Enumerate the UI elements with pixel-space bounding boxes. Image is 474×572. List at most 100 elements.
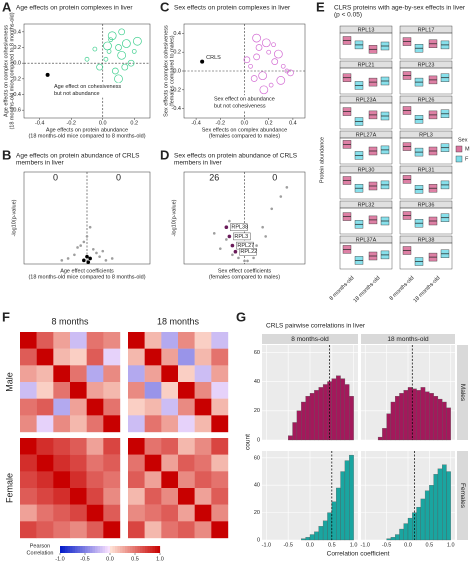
heat-cell <box>128 488 145 505</box>
label-box <box>239 248 257 256</box>
heat-cell <box>194 438 212 455</box>
x-tick-label: -0.5 <box>382 542 391 548</box>
point <box>228 219 231 223</box>
y-tick-label: 20 <box>254 408 260 414</box>
heat-cell <box>86 415 104 433</box>
heat-cell <box>70 382 87 399</box>
heat-cell <box>103 521 121 539</box>
y-tick-label: 0 <box>257 537 260 543</box>
bar <box>336 375 341 441</box>
y-axis-label: (18 months-old mice compared to 8 months… <box>9 12 15 129</box>
y-tick-label: 60 <box>254 455 260 461</box>
heat-cell <box>128 365 145 383</box>
highlight-point <box>45 72 50 77</box>
x-tick-label: 0.0 <box>241 120 249 126</box>
column-title: 8 months <box>51 316 89 326</box>
heat-cell <box>144 348 162 366</box>
colorbar-cell <box>147 546 151 553</box>
colorbar-cell <box>80 546 83 553</box>
point <box>287 69 294 77</box>
bar <box>340 471 346 541</box>
bar <box>395 396 400 441</box>
point <box>121 63 129 71</box>
heat-cell <box>53 398 71 416</box>
count-label: 0 <box>53 172 58 182</box>
x-axis-label: Sex effect coefficients <box>218 268 272 274</box>
bar <box>377 436 383 441</box>
colorbar-cell <box>145 546 148 553</box>
heat-cell <box>53 332 71 349</box>
heat-cell <box>194 521 212 539</box>
heat-cell <box>86 382 104 399</box>
heat-cell <box>211 348 229 366</box>
chart-title: Sex effects on protein abundance of CRLS <box>174 153 298 160</box>
x-tick-label: 8 months-old <box>329 275 356 302</box>
point <box>79 244 82 247</box>
chart-title: Age effects on protein complexes in live… <box>16 5 133 12</box>
highlight-point <box>233 249 238 254</box>
heat-cell <box>86 504 104 522</box>
chart-title: Age effects on protein abundance of CRLS <box>16 153 140 160</box>
plot-frame <box>399 172 453 200</box>
strip-label: RPL17 <box>418 27 435 33</box>
strip-label: RPL37A <box>356 237 377 243</box>
heat-cell <box>161 332 179 349</box>
point <box>268 82 274 88</box>
point <box>85 235 89 238</box>
plot-frame <box>339 207 393 235</box>
point <box>253 53 260 61</box>
highlight-point <box>88 256 92 261</box>
legend-label: F <box>465 156 469 162</box>
colorbar-cell <box>150 546 153 553</box>
bar <box>446 407 451 441</box>
bar <box>322 520 328 541</box>
heat-cell <box>128 382 145 399</box>
y-tick-label: 0.2 <box>13 45 21 51</box>
bar <box>309 534 315 541</box>
point <box>92 247 95 251</box>
point <box>103 41 112 51</box>
strip-label: RPL23A <box>356 97 377 103</box>
x-tick-label: -0.4 <box>191 120 200 126</box>
point <box>252 33 261 43</box>
y-axis-label: -log10(p-value) <box>171 199 177 236</box>
strip-label: Males <box>459 384 466 402</box>
heat-cell <box>86 438 104 455</box>
heat-cell <box>128 521 145 539</box>
heat-cell <box>211 332 229 349</box>
heat-cell <box>53 348 71 366</box>
bar <box>331 378 337 441</box>
heat-cell <box>53 382 71 399</box>
bar <box>395 534 400 541</box>
heat-cell <box>70 521 87 539</box>
colorbar-cell <box>120 546 123 553</box>
x-axis-label: Correlation coefficient <box>327 551 390 558</box>
y-tick-label: 0.0 <box>13 61 21 67</box>
heat-cell <box>70 471 87 489</box>
bar <box>322 384 328 441</box>
heat-cell <box>20 365 37 383</box>
bar <box>292 422 298 441</box>
point <box>252 256 255 260</box>
colorbar-cell <box>130 546 133 553</box>
heat-cell <box>103 504 121 522</box>
bar <box>327 381 332 441</box>
y-axis-label: -log10(p-value) <box>11 199 17 236</box>
heat-cell <box>70 348 87 366</box>
heat-cell <box>178 365 195 383</box>
heat-cell <box>103 382 121 399</box>
heat-cell <box>70 365 87 383</box>
heat-cell <box>178 471 195 489</box>
heat-cell <box>211 521 229 539</box>
heat-cell <box>36 348 54 366</box>
bar <box>318 526 324 541</box>
colorbar-cell <box>97 546 101 553</box>
point <box>60 259 64 262</box>
point-label: RPL38 <box>231 225 248 231</box>
bar <box>390 401 396 441</box>
y-tick-label: -0.2 <box>12 76 21 82</box>
chart-title: CLRS proteins with age-by-sex effects in… <box>334 5 466 12</box>
plot-frame <box>339 32 393 60</box>
heat-cell <box>70 398 87 416</box>
colorbar-cell <box>140 546 143 553</box>
